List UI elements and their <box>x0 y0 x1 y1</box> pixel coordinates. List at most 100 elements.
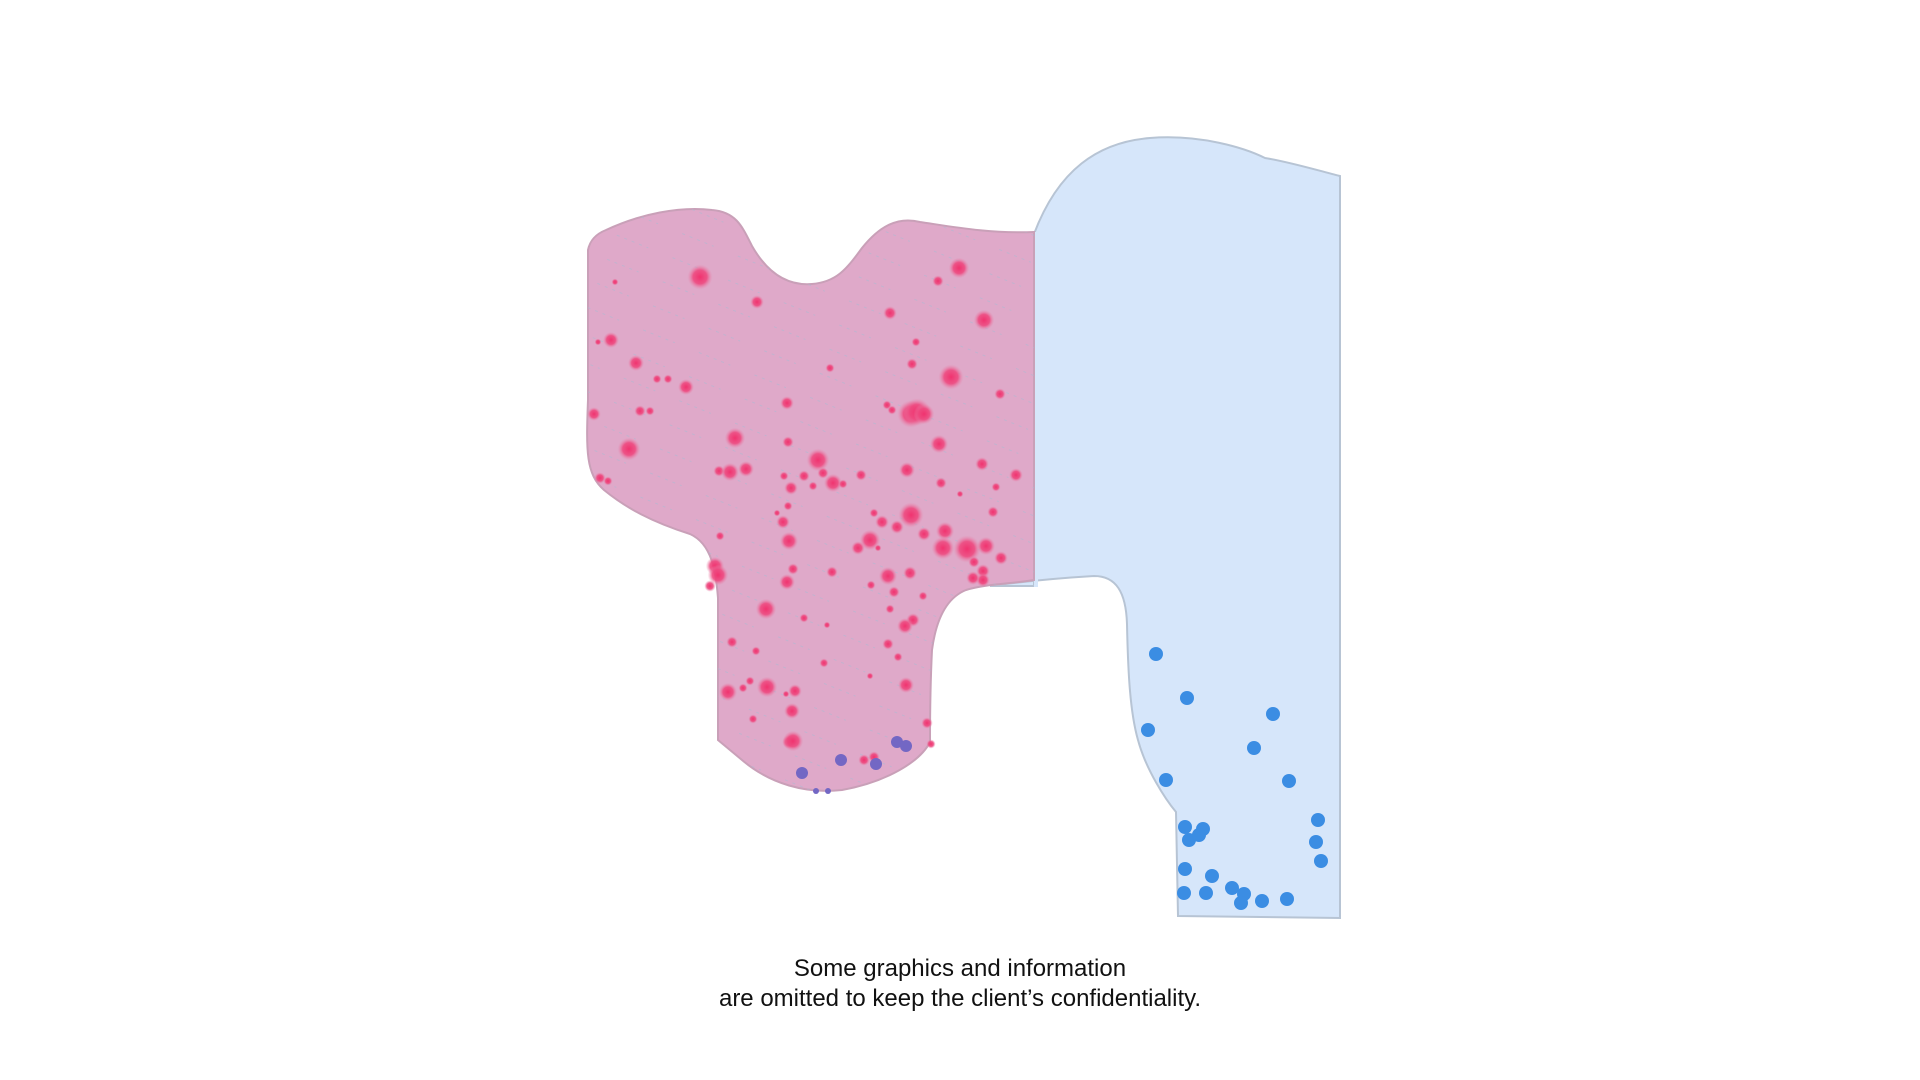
pink-dot <box>948 257 970 279</box>
blue-dot <box>1180 691 1194 705</box>
blue-dot <box>1255 894 1269 908</box>
pink-dot <box>975 457 989 471</box>
blue-dot <box>1309 835 1323 849</box>
pink-dot <box>926 739 936 749</box>
pink-dot <box>866 580 876 590</box>
pink-dot <box>869 508 879 518</box>
pink-dot <box>715 531 725 541</box>
pink-dot <box>887 405 897 415</box>
pink-dot <box>707 564 729 586</box>
pink-dot <box>825 363 835 373</box>
pink-dot <box>755 598 777 620</box>
pink-dot <box>883 306 897 320</box>
pink-dot <box>634 405 646 417</box>
pink-dot <box>890 520 904 534</box>
caption-line-1: Some graphics and information <box>793 955 1127 982</box>
pink-dot <box>987 506 999 518</box>
pink-dot <box>911 337 921 347</box>
purple-dot <box>900 740 912 752</box>
purple-dot <box>835 754 847 766</box>
pink-dot <box>878 566 898 586</box>
pink-dot <box>898 502 924 528</box>
blue-dot <box>1178 820 1192 834</box>
pink-dot <box>929 434 949 454</box>
pink-dot <box>973 309 995 331</box>
blue-dot <box>1282 774 1296 788</box>
pink-dot <box>782 436 794 448</box>
blue-dot <box>1266 707 1280 721</box>
pink-dot <box>823 473 843 493</box>
pink-dot <box>603 476 613 486</box>
pink-dot <box>918 591 928 601</box>
pink-dot <box>966 571 980 585</box>
pink-dot <box>783 702 801 720</box>
pink-dots <box>587 257 1023 766</box>
pink-dot <box>976 536 996 556</box>
pink-dot <box>994 388 1006 400</box>
pink-dot <box>826 566 838 578</box>
pink-dot <box>808 481 818 491</box>
blue-dot <box>1234 896 1248 910</box>
pink-dot <box>897 676 915 694</box>
pink-dot <box>882 638 894 650</box>
pink-dot <box>991 482 1001 492</box>
purple-dots <box>796 736 912 794</box>
blue-dot <box>1247 741 1261 755</box>
pink-dot <box>921 717 933 729</box>
purple-dot <box>796 767 808 779</box>
pink-region-texture <box>587 208 1034 791</box>
pink-dot <box>738 683 748 693</box>
pink-dot <box>823 621 831 629</box>
blue-dot <box>1177 886 1191 900</box>
blue-dot <box>1178 862 1192 876</box>
blue-dot <box>1192 828 1206 842</box>
pink-dot <box>938 364 964 390</box>
pink-dot <box>720 462 740 482</box>
pink-dot <box>724 427 746 449</box>
pink-dot <box>602 331 620 349</box>
pink-dot <box>906 358 918 370</box>
pink-dot <box>687 264 713 290</box>
pink-dot <box>778 573 796 591</box>
blue-dot <box>1149 647 1163 661</box>
blue-dot <box>1280 892 1294 906</box>
blue-dot <box>1205 869 1219 883</box>
pink-dot <box>799 613 809 623</box>
pink-dot <box>896 617 914 635</box>
blue-region-seam <box>1034 232 1038 587</box>
pink-dot <box>935 521 955 541</box>
pink-dot <box>994 551 1008 565</box>
pink-dot <box>776 515 790 529</box>
pink-dot <box>935 477 947 489</box>
pink-dot <box>903 566 917 580</box>
pink-dot <box>627 354 645 372</box>
pink-dot <box>875 515 889 529</box>
pink-dot <box>737 460 755 478</box>
pink-dot <box>1009 468 1023 482</box>
blue-region <box>989 136 1341 920</box>
pink-dot <box>773 509 781 517</box>
pink-dot <box>956 490 964 498</box>
pink-dot <box>783 501 793 511</box>
pink-dot <box>913 403 935 425</box>
blue-dot <box>1314 854 1328 868</box>
pink-dot <box>917 527 931 541</box>
pink-dot <box>751 646 761 656</box>
pink-dot <box>851 541 865 555</box>
pink-dot <box>806 448 830 472</box>
pink-dot <box>788 684 802 698</box>
pink-dot <box>885 604 895 614</box>
pink-dot <box>611 278 619 286</box>
blue-dots <box>1141 647 1328 910</box>
blue-dot <box>1199 886 1213 900</box>
pink-dot <box>798 470 810 482</box>
purple-dot <box>813 788 819 794</box>
blue-dot <box>1225 881 1239 895</box>
blue-dot <box>1141 723 1155 737</box>
pink-dot <box>968 556 980 568</box>
pink-dot <box>888 586 900 598</box>
pink-dot <box>750 295 764 309</box>
pink-dot <box>874 544 882 552</box>
pink-dot <box>756 676 778 698</box>
